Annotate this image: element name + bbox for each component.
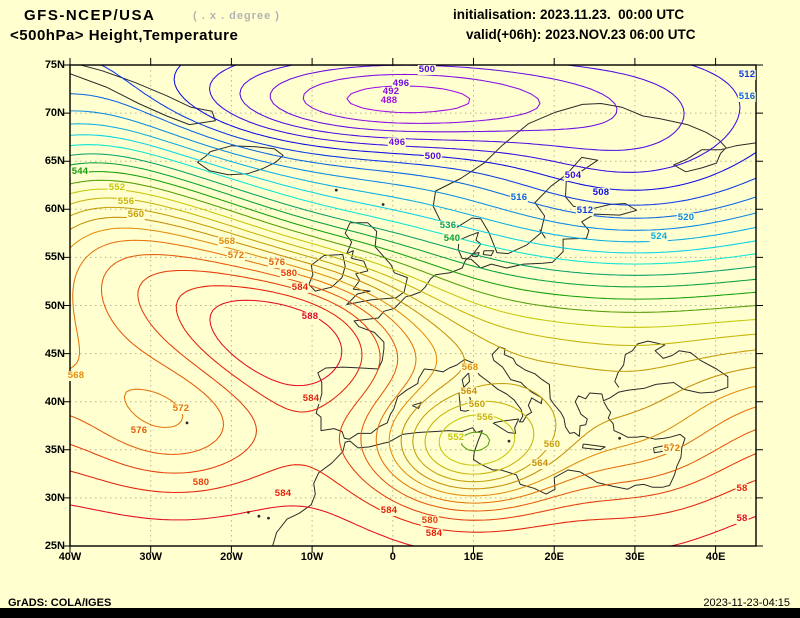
contour-label: 516: [737, 91, 757, 103]
contour-label: 576: [129, 425, 149, 437]
lon-axis-label: 20E: [544, 551, 565, 563]
lat-axis-label: 35N: [44, 443, 65, 456]
lat-axis-label: 55N: [44, 251, 65, 264]
lat-axis-label: 60N: [44, 203, 65, 216]
lon-axis-label: 30E: [625, 551, 645, 563]
contour-label: 584: [424, 528, 444, 540]
contour-label: 58: [735, 513, 749, 525]
contour-label: 572: [171, 403, 191, 415]
contour-label: 584: [301, 393, 321, 405]
contour-label: 556: [475, 412, 495, 424]
lat-axis-label: 45N: [44, 347, 65, 360]
contour-label: 584: [379, 505, 399, 517]
contour-label: 524: [649, 231, 669, 243]
contour-label: 544: [70, 166, 90, 178]
contour-label: 508: [591, 187, 611, 199]
lat-lon-grid: [70, 65, 756, 546]
contour-label: 560: [542, 439, 562, 451]
contour-label: 492: [381, 86, 401, 98]
lat-axis-label: 70N: [44, 107, 65, 120]
contour-label: 568: [217, 236, 237, 248]
creation-timestamp: 2023-11-23-04:15: [703, 597, 790, 609]
contour-label: 564: [530, 458, 550, 470]
contour-label: 560: [467, 399, 487, 411]
lat-axis-label: 65N: [44, 155, 65, 168]
contour-label: 500: [423, 151, 443, 163]
contour-label: 516: [509, 192, 529, 204]
contour-label: 540: [442, 233, 462, 245]
contour-label: 512: [575, 205, 595, 217]
lat-axis-label: 50N: [44, 299, 65, 312]
contour-label: 552: [107, 182, 127, 194]
bottom-bar: [0, 608, 800, 618]
contour-label: 504: [563, 170, 583, 182]
lat-axis-label: 75N: [44, 59, 65, 71]
init-time: initialisation: 2023.11.23. 00:00 UTC: [453, 7, 685, 22]
contour-label: 588: [300, 311, 320, 323]
lon-axis-label: 10E: [463, 551, 484, 563]
model-title: GFS-NCEP/USA: [24, 7, 156, 24]
axis-ticks: [63, 58, 763, 553]
contour-label: 580: [279, 268, 299, 280]
contour-label: 58: [735, 483, 749, 495]
valid-time: valid(+06h): 2023.NOV.23 06:00 UTC: [466, 27, 696, 42]
contour-label: 556: [116, 196, 136, 208]
contour-label: 564: [459, 386, 479, 398]
lon-axis-label: 0: [389, 551, 396, 563]
contour-label: 512: [737, 69, 757, 81]
lon-axis-label: 10W: [300, 551, 324, 563]
contour-label: 584: [273, 488, 293, 500]
lon-axis-label: 30W: [139, 551, 163, 563]
grads-credit: GrADS: COLA/IGES: [8, 597, 112, 609]
lon-axis-label: 40W: [58, 551, 82, 563]
contour-label: 572: [662, 443, 682, 455]
height-contours: [70, 65, 756, 546]
contour-label: 584: [290, 282, 310, 294]
contour-label: 496: [387, 137, 407, 149]
lat-axis-label: 40N: [44, 395, 65, 408]
contour-label: 572: [226, 250, 246, 262]
contour-label: 560: [126, 209, 146, 221]
lon-axis-label: 40E: [705, 551, 726, 563]
resolution-note: ( . x . degree ): [193, 10, 280, 22]
lon-axis-label: 20W: [220, 551, 243, 563]
contour-label: 568: [66, 370, 86, 382]
contour-label: 580: [420, 515, 440, 527]
contour-label: 496: [391, 78, 411, 90]
lat-axis-label: 25N: [44, 540, 65, 552]
contour-label: 500: [417, 64, 437, 76]
contour-label: 520: [676, 212, 696, 224]
contour-label: 568: [460, 362, 480, 374]
contour-label: 552: [446, 432, 466, 444]
contour-label: 576: [267, 257, 287, 269]
contour-label: 536: [438, 220, 458, 232]
lat-axis-label: 30N: [44, 491, 65, 504]
product-title: <500hPa> Height,Temperature: [10, 27, 239, 44]
contour-label: 488: [379, 95, 399, 107]
contour-label: 580: [191, 477, 211, 489]
